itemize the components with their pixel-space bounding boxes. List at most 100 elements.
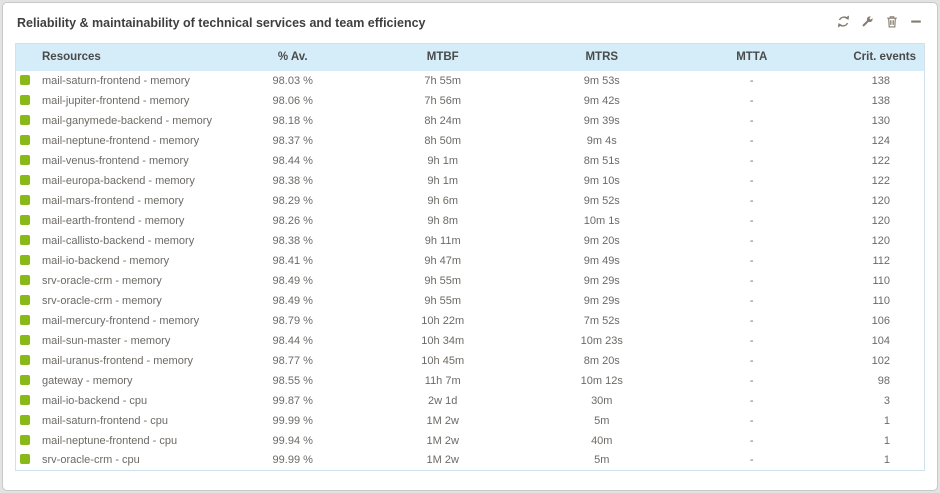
mtrs-cell: 10m 12s	[580, 374, 623, 387]
delete-button[interactable]	[883, 13, 900, 30]
mtbf-cell: 9h 11m	[424, 234, 461, 247]
availability-cell: 98.44 %	[272, 334, 313, 347]
resource-name: mail-saturn-frontend - cpu	[42, 414, 168, 427]
table-row[interactable]: mail-mars-frontend - memory 98.29 % 9h 6…	[16, 191, 925, 211]
availability-cell: 99.99 %	[272, 454, 313, 467]
status-ok-icon	[20, 334, 30, 345]
mtta-cell: -	[749, 254, 754, 267]
mtrs-cell: 40m	[591, 434, 613, 447]
mtbf-cell: 1M 2w	[426, 454, 459, 467]
resource-name: srv-oracle-crm - memory	[42, 294, 162, 307]
status-ok-icon	[20, 234, 30, 245]
table-row[interactable]: mail-saturn-frontend - cpu 99.99 % 1M 2w…	[16, 411, 925, 431]
mtta-cell: -	[749, 414, 754, 427]
table-row[interactable]: mail-earth-frontend - memory 98.26 % 9h …	[16, 211, 925, 231]
status-ok-icon	[20, 274, 30, 285]
table-row[interactable]: mail-venus-frontend - memory 98.44 % 9h …	[16, 151, 925, 171]
mtrs-cell: 9m 4s	[586, 134, 617, 147]
resource-name: gateway - memory	[42, 374, 133, 387]
resource-cell: srv-oracle-crm - cpu	[16, 451, 216, 471]
table-row[interactable]: mail-ganymede-backend - memory 98.18 % 8…	[16, 111, 925, 131]
table-body: mail-saturn-frontend - memory 98.03 % 7h…	[16, 71, 925, 471]
availability-cell: 99.99 %	[272, 414, 313, 427]
widget-header: Reliability & maintainability of technic…	[3, 3, 937, 43]
availability-cell: 98.03 %	[272, 74, 313, 87]
resource-cell: mail-mars-frontend - memory	[16, 191, 216, 211]
resource-cell: mail-sun-master - memory	[16, 331, 216, 351]
crit-events-cell: 120	[871, 194, 890, 207]
status-ok-icon	[20, 294, 30, 305]
resource-cell: mail-venus-frontend - memory	[16, 151, 216, 171]
resource-cell: mail-neptune-frontend - cpu	[16, 431, 216, 451]
crit-events-cell: 98	[877, 374, 890, 387]
table-row[interactable]: srv-oracle-crm - memory 98.49 % 9h 55m 9…	[16, 291, 925, 311]
mtrs-cell: 9m 29s	[583, 294, 620, 307]
availability-cell: 98.38 %	[272, 234, 313, 247]
table-row[interactable]: mail-europa-backend - memory 98.38 % 9h …	[16, 171, 925, 191]
crit-events-cell: 130	[871, 114, 890, 127]
availability-cell: 98.37 %	[272, 134, 313, 147]
mtrs-cell: 30m	[591, 394, 613, 407]
mtrs-cell: 9m 29s	[583, 274, 620, 287]
settings-button[interactable]	[859, 13, 876, 30]
status-ok-icon	[20, 254, 30, 265]
table-row[interactable]: mail-io-backend - memory 98.41 % 9h 47m …	[16, 251, 925, 271]
mtta-cell: -	[749, 374, 754, 387]
mtbf-cell: 1M 2w	[426, 414, 459, 427]
crit-events-cell: 120	[871, 214, 890, 227]
resource-name: mail-saturn-frontend - memory	[42, 74, 190, 87]
crit-events-cell: 1	[883, 454, 890, 467]
resource-cell: mail-mercury-frontend - memory	[16, 311, 216, 331]
resource-cell: mail-io-backend - cpu	[16, 391, 216, 411]
resource-name: mail-io-backend - cpu	[42, 394, 148, 407]
table-row[interactable]: mail-saturn-frontend - memory 98.03 % 7h…	[16, 71, 925, 91]
table-row[interactable]: mail-jupiter-frontend - memory 98.06 % 7…	[16, 91, 925, 111]
resources-table: Resources % Av. MTBF MTRS MTTA Crit. eve…	[15, 43, 925, 471]
mtta-cell: -	[749, 74, 754, 87]
resource-name: mail-io-backend - memory	[42, 254, 170, 267]
mtbf-cell: 9h 47m	[424, 254, 462, 267]
availability-cell: 98.79 %	[272, 314, 313, 327]
mtbf-cell: 8h 50m	[424, 134, 462, 147]
crit-events-cell: 138	[871, 74, 890, 87]
mtrs-cell: 8m 51s	[583, 154, 620, 167]
mtrs-cell: 9m 53s	[583, 74, 620, 87]
availability-cell: 98.49 %	[272, 294, 313, 307]
widget-title: Reliability & maintainability of technic…	[17, 16, 426, 30]
table-row[interactable]: srv-oracle-crm - memory 98.49 % 9h 55m 9…	[16, 271, 925, 291]
availability-cell: 98.06 %	[272, 94, 313, 107]
crit-events-cell: 112	[872, 254, 890, 267]
table-row[interactable]: mail-callisto-backend - memory 98.38 % 9…	[16, 231, 925, 251]
mtbf-cell: 7h 56m	[424, 94, 462, 107]
mtta-cell: -	[749, 434, 754, 447]
resource-cell: srv-oracle-crm - memory	[16, 291, 216, 311]
resource-name: mail-neptune-frontend - memory	[42, 134, 200, 147]
table-row[interactable]: mail-sun-master - memory 98.44 % 10h 34m…	[16, 331, 925, 351]
mtrs-cell: 10m 23s	[580, 334, 623, 347]
mtta-cell: -	[749, 174, 754, 187]
availability-cell: 98.41 %	[272, 254, 313, 267]
mtbf-cell: 10h 34m	[421, 334, 465, 347]
column-header-mtta: MTTA	[688, 43, 816, 71]
minimize-button[interactable]	[907, 13, 924, 30]
resource-name: mail-venus-frontend - memory	[42, 154, 189, 167]
table-row[interactable]: mail-mercury-frontend - memory 98.79 % 1…	[16, 311, 925, 331]
column-header-availability: % Av.	[215, 43, 370, 71]
table-row[interactable]: mail-neptune-frontend - memory 98.37 % 8…	[16, 131, 925, 151]
mtta-cell: -	[749, 274, 754, 287]
table-row[interactable]: gateway - memory 98.55 % 11h 7m 10m 12s …	[16, 371, 925, 391]
resource-name: mail-ganymede-backend - memory	[42, 114, 212, 127]
status-ok-icon	[20, 154, 30, 165]
table-row[interactable]: mail-io-backend - cpu 99.87 % 2w 1d 30m …	[16, 391, 925, 411]
resource-name: mail-callisto-backend - memory	[42, 234, 195, 247]
table-row[interactable]: mail-neptune-frontend - cpu 99.94 % 1M 2…	[16, 431, 925, 451]
availability-cell: 98.77 %	[272, 354, 313, 367]
table-row[interactable]: mail-uranus-frontend - memory 98.77 % 10…	[16, 351, 925, 371]
mtrs-cell: 9m 20s	[583, 234, 620, 247]
table-row[interactable]: srv-oracle-crm - cpu 99.99 % 1M 2w 5m - …	[16, 451, 925, 471]
mtbf-cell: 9h 55m	[424, 274, 462, 287]
refresh-button[interactable]	[835, 13, 852, 30]
resource-cell: gateway - memory	[16, 371, 216, 391]
resource-name: mail-earth-frontend - memory	[42, 214, 185, 227]
